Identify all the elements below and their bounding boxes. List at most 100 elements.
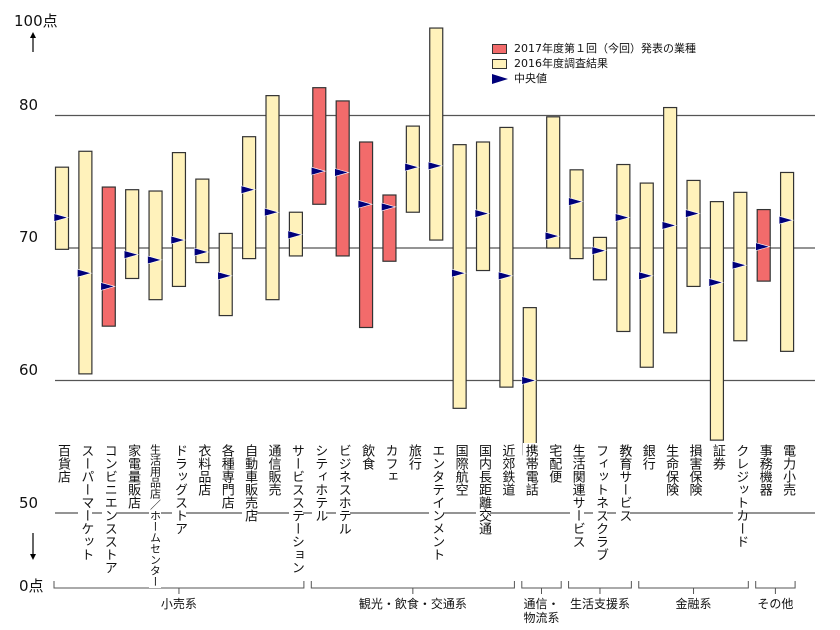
y-bottom-label: 0点 [19, 577, 44, 595]
bar-1 [54, 166, 70, 250]
legend-label-current: 2017年度第１回（今回）発表の業種 [514, 42, 696, 55]
median-marker-20 [498, 271, 514, 281]
legend: 2017年度第１回（今回）発表の業種 2016年度調査結果 中央値 [492, 41, 696, 86]
median-marker-27 [661, 221, 678, 230]
category-label-12: シティホテル [312, 443, 328, 523]
median-marker-31 [755, 242, 771, 252]
median-marker-18 [451, 268, 467, 278]
median-marker-24 [591, 246, 608, 256]
bar-25 [616, 163, 631, 333]
bar-4 [125, 189, 140, 280]
group-label-5: 金融系 [675, 597, 712, 611]
median-marker-30 [732, 260, 748, 270]
y-tick-70: 70 [19, 228, 39, 246]
bar-17 [429, 27, 444, 241]
bar-7 [195, 178, 210, 264]
bar-28 [686, 179, 701, 288]
legend-item-previous: 2016年度調査結果 [492, 56, 696, 71]
legend-item-current: 2017年度第１回（今回）発表の業種 [492, 41, 696, 56]
category-label-20: 近郊鉄道 [499, 443, 515, 497]
median-marker-icon [492, 73, 508, 84]
category-label-7: 衣料品店 [195, 443, 211, 497]
median-marker-10 [264, 207, 280, 217]
group-label-2: 観光・飲食・交通系 [358, 597, 467, 611]
median-marker-15 [381, 202, 397, 212]
group-bracket-5 [638, 581, 749, 594]
median-marker-3 [100, 282, 116, 291]
category-label-23: 生活関連サービス [569, 443, 585, 549]
group-bracket-1 [53, 581, 305, 594]
category-label-5: 生活用品店／ホームセンター [148, 443, 162, 588]
median-marker-22 [544, 231, 561, 241]
bar-24 [592, 236, 608, 281]
bar-32 [779, 171, 795, 352]
category-label-11: サービスステーション [288, 443, 304, 575]
bar-15 [382, 194, 397, 262]
up-arrow-head-icon [30, 32, 36, 38]
group-label-6: その他 [757, 597, 794, 611]
category-label-24: フィットネスクラブ [592, 443, 608, 562]
median-marker-28 [685, 209, 701, 218]
group-label-4: 生活支援系 [569, 597, 630, 611]
category-label-2: スーパーマーケット [78, 443, 94, 562]
bar-10 [265, 95, 280, 301]
median-marker-2 [77, 268, 93, 278]
group-label-1: 小売系 [160, 597, 197, 611]
category-label-19: 国内長距離交通 [476, 443, 492, 536]
median-marker-32 [778, 215, 795, 225]
category-label-4: 家電量販店 [125, 443, 141, 510]
median-marker-1 [53, 213, 70, 222]
median-marker-13 [334, 168, 350, 177]
median-marker-17 [427, 161, 444, 171]
category-label-14: 飲食 [359, 443, 375, 471]
legend-swatch-current [492, 43, 507, 54]
category-label-15: カフェ [382, 443, 398, 484]
category-label-16: 旅行 [405, 443, 421, 471]
median-marker-29 [708, 278, 725, 287]
category-label-28: 損害保険 [686, 443, 702, 497]
y-top-label: 100点 [14, 12, 58, 30]
category-label-25: 教育サービス [616, 443, 632, 523]
legend-label-previous: 2016年度調査結果 [514, 57, 608, 70]
bar-14 [358, 141, 374, 329]
bar-22 [546, 116, 561, 249]
bar-13 [335, 100, 350, 257]
median-marker-4 [123, 250, 140, 260]
y-tick-50: 50 [19, 494, 39, 512]
median-marker-26 [638, 271, 654, 281]
median-marker-7 [194, 247, 210, 257]
category-label-32: 電力小売 [780, 443, 796, 497]
category-label-8: 各種専門店 [218, 443, 234, 510]
legend-swatch-previous [492, 58, 507, 69]
bar-3 [101, 186, 116, 327]
median-marker-21 [521, 376, 537, 385]
category-label-31: 事務機器 [756, 443, 772, 497]
bar-6 [171, 152, 187, 288]
bar-19 [475, 141, 491, 272]
category-label-6: ドラッグストア [171, 443, 187, 536]
group-bracket-6 [755, 581, 796, 594]
category-label-10: 通信販売 [265, 443, 281, 497]
bar-23 [569, 169, 584, 260]
category-label-17: エンタテインメント [429, 443, 445, 562]
bar-5 [148, 190, 163, 301]
category-label-22: 宅配便 [546, 443, 562, 484]
category-label-30: クレジットカード [733, 443, 749, 549]
category-label-13: ビジネスホテル [335, 443, 351, 536]
y-tick-80: 80 [19, 96, 39, 114]
category-label-1: 百貨店 [55, 443, 70, 484]
category-label-27: 生命保険 [663, 443, 679, 497]
median-marker-6 [170, 235, 187, 245]
category-label-21: 携帯電話 [522, 443, 538, 497]
category-label-3: コンビニエンスストア [101, 443, 117, 575]
median-marker-9 [240, 185, 257, 195]
median-marker-8 [217, 271, 233, 281]
category-label-26: 銀行 [639, 443, 655, 471]
group-bracket-3 [521, 581, 562, 594]
bar-2 [78, 150, 93, 375]
median-marker-25 [615, 213, 631, 222]
category-label-18: 国際航空 [452, 443, 468, 497]
category-label-9: 自動車販売店 [242, 443, 258, 523]
category-label-29: 証券 [709, 443, 725, 471]
